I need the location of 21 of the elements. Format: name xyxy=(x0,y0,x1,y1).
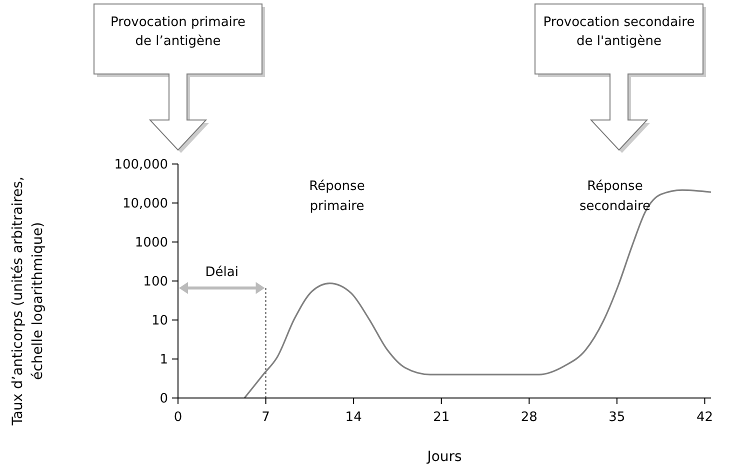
x-tick-label: 28 xyxy=(520,410,538,425)
x-tick-label: 42 xyxy=(696,410,714,425)
x-tick-label: 35 xyxy=(608,410,626,425)
x-axis-title: Jours xyxy=(426,449,462,465)
y-tick-label: 1000 xyxy=(134,236,168,250)
y-tick-label: 1 xyxy=(160,352,168,368)
y-tick-label: 100 xyxy=(143,274,168,290)
text: Provocation secondaire de l'antigène xyxy=(543,15,695,49)
annotation: Délai xyxy=(205,265,238,280)
annotation: Réponse primaire xyxy=(309,179,365,214)
y-tick-label: 10 xyxy=(151,314,168,328)
y-axis-title: Taux d’anticorps (unités arbitraires, échelle logarithmique) xyxy=(10,176,46,426)
annotation: Réponse secondaire xyxy=(580,179,650,214)
x-tick-label: 21 xyxy=(433,410,450,425)
y-tick-label: 0 xyxy=(160,392,168,406)
y-tick-label: 10,000 xyxy=(122,196,168,212)
x-tick-label: 14 xyxy=(345,410,362,425)
x-tick-label: 0 xyxy=(174,410,182,425)
x-tick-label: 7 xyxy=(262,410,270,425)
y-tick-label: 100,000 xyxy=(114,158,168,172)
text: Provocation primaire de l’antigène xyxy=(110,15,246,49)
